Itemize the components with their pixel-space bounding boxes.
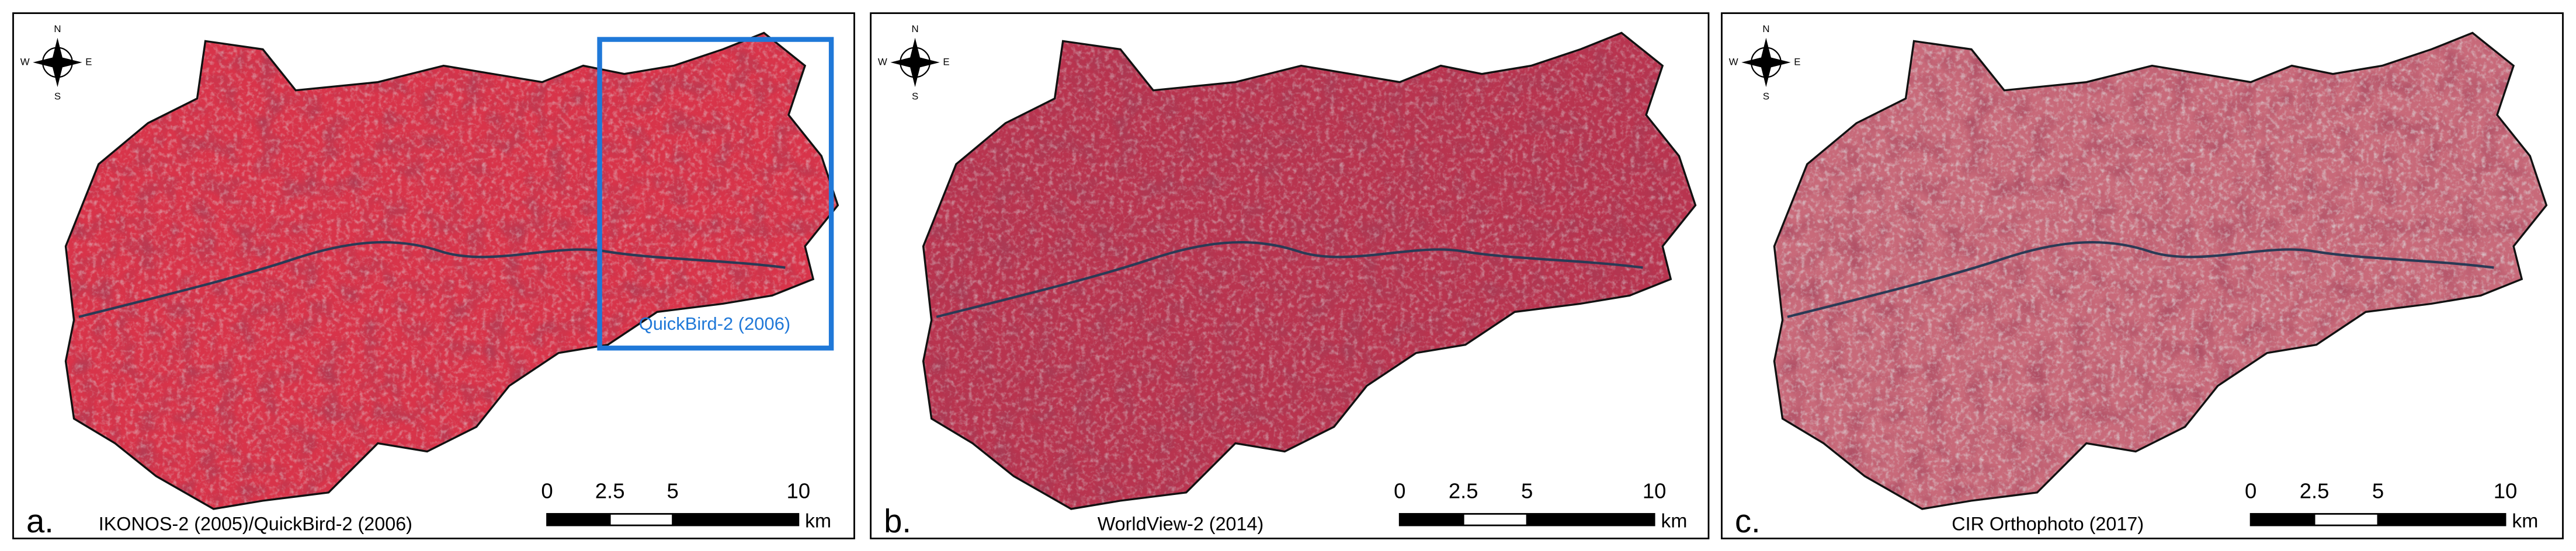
scale-tick-label: 2.5 (1449, 479, 1478, 503)
inset-label: QuickBird-2 (2006) (639, 313, 791, 334)
texture (923, 33, 1696, 509)
scale-tick-label: 10 (1643, 479, 1667, 503)
panel-letter: a. (26, 503, 54, 539)
scale-tick-label: 5 (2372, 479, 2384, 503)
study-area-outline (64, 32, 839, 510)
compass-label: E (943, 56, 949, 67)
scale-tick-label: 2.5 (2300, 479, 2329, 503)
compass-label: W (878, 56, 887, 67)
scale-segment (2249, 512, 2315, 526)
scale-unit: km (2512, 510, 2538, 532)
compass-label: S (912, 90, 918, 102)
scale-segment (1398, 512, 1464, 526)
compass-label: N (1762, 23, 1769, 34)
scale-segment (2313, 512, 2379, 526)
scale-segment (672, 512, 800, 526)
panel-letter: c. (1735, 503, 1761, 539)
scale-segment (2377, 512, 2506, 526)
map-panel: N S W E QuickBird-2 (2006) a. IKONOS-2 (2005)/… (12, 12, 855, 539)
river (78, 241, 786, 318)
scale-segment (1526, 512, 1655, 526)
scale-tick-label: 10 (787, 479, 811, 503)
study-area-outline (1773, 32, 2548, 510)
compass-label: E (1794, 56, 1800, 67)
scale-segment (609, 512, 674, 526)
river (1787, 241, 2494, 318)
scale-unit: km (805, 510, 831, 532)
texture (1774, 33, 2547, 509)
scale-tick-label: 0 (541, 479, 553, 503)
scale-segment (546, 512, 611, 526)
map-panel: N S W Ec. CIR Orthophoto (2017) 0 2.5 5 10 km (1721, 12, 2564, 539)
compass-star (890, 37, 940, 88)
study-area-outline (922, 32, 1697, 510)
compass-label: N (54, 23, 61, 34)
river (936, 241, 1643, 318)
inset-box (597, 37, 834, 351)
scale-tick-label: 0 (2245, 479, 2256, 503)
panel-caption: WorldView-2 (2014) (1098, 514, 1264, 535)
compass-label: N (911, 23, 918, 34)
scale-tick-label: 10 (2494, 479, 2518, 503)
scale-tick-label: 2.5 (595, 479, 625, 503)
panel-caption: CIR Orthophoto (2017) (1952, 514, 2144, 535)
compass-label: W (1729, 56, 1738, 67)
map-panel: N S W Eb. WorldView-2 (2014) 0 2.5 5 10 km (870, 12, 1710, 539)
scale-tick-label: 5 (667, 479, 679, 503)
scale-unit: km (1661, 510, 1687, 532)
compass-label: S (1763, 90, 1769, 102)
compass-label: E (85, 56, 92, 67)
scale-segment (1462, 512, 1528, 526)
compass-star (1741, 37, 1791, 88)
compass-label: S (54, 90, 61, 102)
panel-letter: b. (884, 503, 911, 539)
panel-caption: IKONOS-2 (2005)/QuickBird-2 (2006) (99, 514, 412, 535)
compass-star (33, 37, 82, 88)
scale-tick-label: 0 (1394, 479, 1405, 503)
compass-label: W (20, 56, 30, 67)
scale-tick-label: 5 (1521, 479, 1533, 503)
